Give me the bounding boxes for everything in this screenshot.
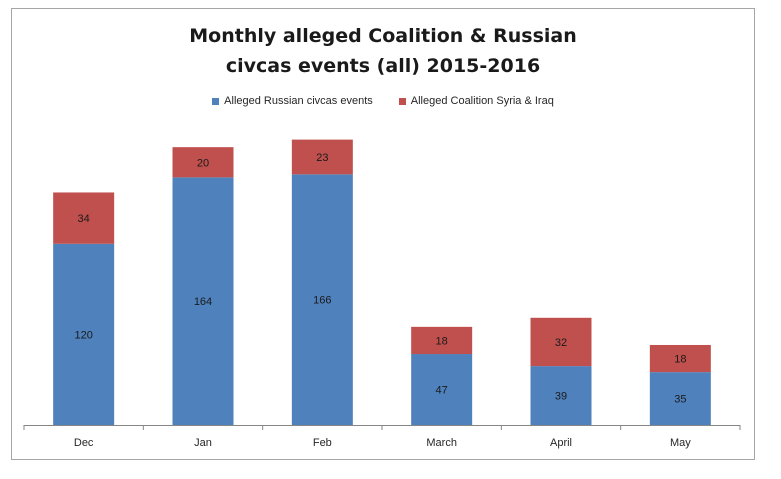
data-label-russian-dec: 120 (74, 329, 92, 341)
bar-russian-dec (53, 243, 115, 425)
x-tick-label-dec: Dec (74, 437, 94, 449)
chart-title: Monthly alleged Coalition & Russian civc… (12, 21, 754, 81)
data-label-russian-feb: 166 (313, 295, 331, 307)
bar-coalition-jan (172, 147, 234, 178)
legend-label-russian: Alleged Russian civcas events (224, 95, 373, 107)
chart-frame: Monthly alleged Coalition & Russian civc… (11, 8, 755, 460)
legend-item-coalition: Alleged Coalition Syria & Iraq (398, 95, 554, 107)
data-label-russian-march: 47 (436, 385, 448, 397)
data-label-russian-april: 39 (555, 391, 567, 403)
chart-title-line-2: civcas events (all) 2015-2016 (225, 55, 541, 77)
legend-label-coalition: Alleged Coalition Syria & Iraq (410, 95, 554, 107)
data-label-coalition-march: 18 (436, 335, 448, 347)
x-tick-label-march: March (426, 437, 457, 449)
bar-coalition-dec (53, 192, 115, 244)
bar-coalition-april (530, 317, 592, 367)
x-tick-label-may: May (670, 437, 691, 449)
data-label-coalition-april: 32 (555, 337, 567, 349)
x-tick-label-feb: Feb (313, 437, 332, 449)
legend-swatch-russian (212, 97, 220, 105)
bar-coalition-may (649, 344, 711, 373)
data-label-coalition-jan: 20 (197, 157, 209, 169)
data-label-russian-may: 35 (674, 394, 686, 406)
chart-title-line-1: Monthly alleged Coalition & Russian (189, 25, 577, 47)
x-tick-label-jan: Jan (194, 437, 212, 449)
bar-coalition-march (411, 326, 473, 355)
data-label-coalition-may: 18 (674, 354, 686, 366)
data-label-russian-jan: 164 (194, 296, 212, 308)
x-tick-label-april: April (550, 437, 572, 449)
bar-russian-feb (291, 174, 353, 425)
bar-russian-march (411, 354, 473, 425)
data-label-coalition-dec: 34 (78, 213, 90, 225)
data-label-coalition-feb: 23 (316, 152, 328, 164)
legend: Alleged Russian civcas events Alleged Co… (12, 95, 754, 107)
bar-russian-april (530, 366, 592, 425)
legend-item-russian: Alleged Russian civcas events (212, 95, 373, 107)
legend-swatch-coalition (398, 97, 406, 105)
bar-russian-jan (172, 177, 234, 425)
bar-coalition-feb (291, 139, 353, 175)
bar-russian-may (649, 372, 711, 425)
